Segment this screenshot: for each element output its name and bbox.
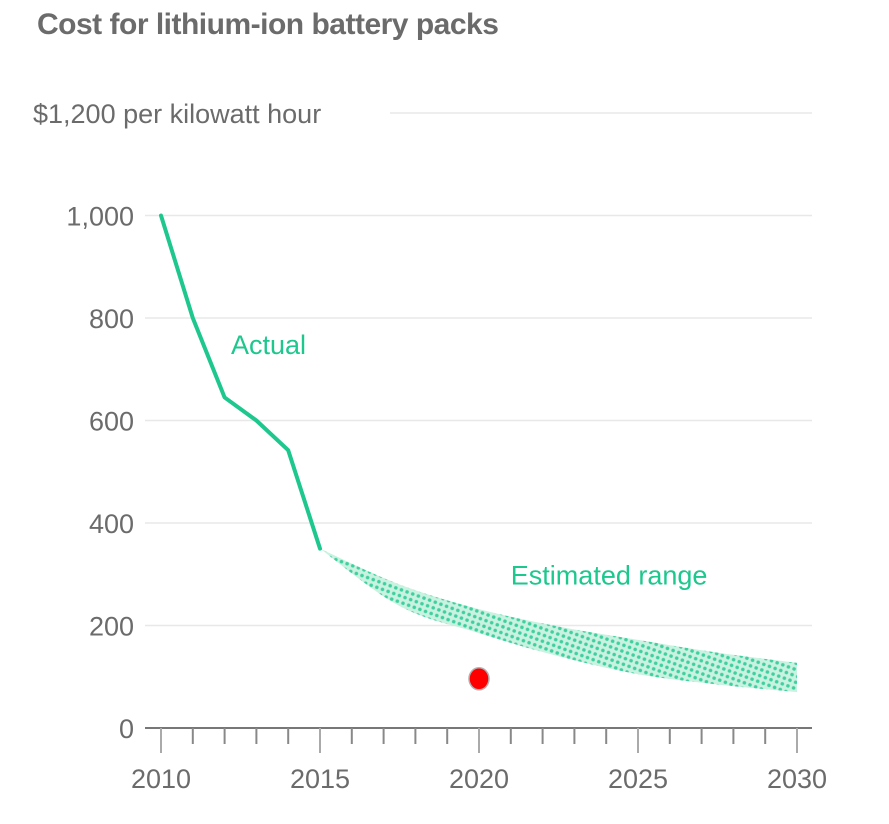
x-tick-label: 2015: [290, 764, 350, 794]
chart-title: Cost for lithium-ion battery packs: [37, 8, 499, 41]
y-tick-label: 600: [89, 407, 134, 437]
actual-line: [159, 213, 322, 551]
highlight-point: [468, 667, 490, 691]
estimated-range-band: [320, 548, 797, 693]
y-tick-label: 800: [89, 304, 134, 334]
estimated-range-band-group: [320, 548, 797, 693]
estimated-range-label: Estimated range: [511, 561, 708, 591]
annotations: Actual Estimated range: [231, 330, 707, 591]
x-axis: 2010 2015 2020 2025 2030: [131, 727, 827, 794]
x-tick-label: 2025: [608, 764, 668, 794]
y-axis: 0 200 400 600 800 1,000 $1,200 per kilowatt ho…: [33, 99, 321, 744]
actual-series-label: Actual: [231, 330, 306, 360]
actual-line-group: [159, 213, 322, 551]
y-tick-label: 200: [89, 612, 134, 642]
x-tick-label: 2020: [449, 764, 509, 794]
x-tick-label: 2030: [767, 764, 827, 794]
y-tick-label: 400: [89, 509, 134, 539]
y-axis-unit-label: $1,200 per kilowatt hour: [33, 99, 321, 129]
y-tick-label: 0: [119, 714, 134, 744]
y-tick-label: 1,000: [66, 202, 134, 232]
x-tick-label: 2010: [131, 764, 191, 794]
gridlines: [145, 112, 812, 627]
marker-group: [468, 667, 490, 691]
